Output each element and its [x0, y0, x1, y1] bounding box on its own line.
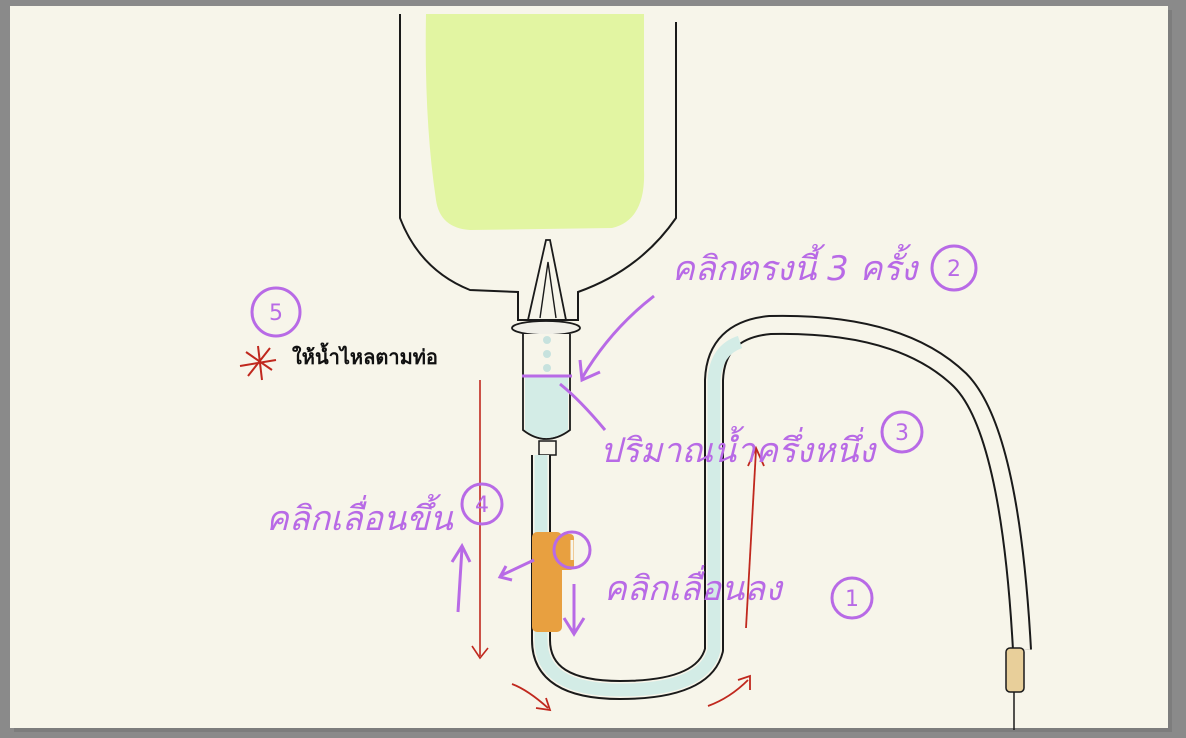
step3-number: 3 — [895, 421, 909, 446]
step2-number: 2 — [947, 257, 961, 282]
step5-number: 5 — [269, 301, 283, 326]
drip-chamber-cap — [511, 320, 581, 336]
flow-arrow-bottom-left-head — [535, 697, 552, 712]
star-icon — [239, 345, 277, 381]
flow-arrow-bottom-left — [511, 683, 549, 709]
spike-inner — [539, 261, 557, 319]
step3-circle — [880, 410, 924, 454]
drip-drop — [543, 364, 551, 372]
step2-label: คลิกตรงนี้ 3 ครั้ง — [672, 243, 920, 289]
flow-arrow-down-head — [471, 645, 489, 660]
flow-arrow-bottom-right-head — [737, 674, 751, 690]
arrow-to-clamp — [499, 558, 535, 578]
roller-wheel-circle — [552, 530, 592, 570]
iv-bag-outline — [399, 14, 677, 321]
tube-fluid — [534, 335, 743, 697]
arrow-up-head — [450, 542, 472, 563]
flow-arrow-up-head — [747, 445, 765, 467]
step5-circle — [250, 286, 302, 338]
arrow-to-level — [559, 382, 607, 431]
drip-drop — [543, 350, 551, 358]
arrow-to-chamber — [580, 294, 655, 379]
step1-circle — [830, 576, 874, 620]
flow-arrow-bottom-right — [707, 679, 749, 707]
step1-number: 1 — [845, 587, 859, 612]
step2-circle — [930, 244, 978, 292]
flow-arrow-up — [745, 449, 757, 629]
arrow-down-head — [562, 617, 586, 637]
spike — [527, 239, 567, 321]
arrow-to-clamp-head — [497, 565, 513, 582]
iv-bag-fluid — [425, 14, 645, 230]
step3-label: ปริมาณน้ำครึ่งหนึ่ง — [600, 425, 877, 471]
flow-note: ให้น้ำไหลตามท่อ — [292, 342, 438, 369]
drip-chamber-fluid — [525, 376, 568, 438]
drip-drop — [543, 336, 551, 344]
step4-number: 4 — [475, 493, 489, 518]
arrow-up — [456, 547, 464, 613]
step1-label: คลิกเลื่อนลง — [604, 565, 784, 609]
step4-circle — [460, 482, 504, 526]
step4-label: คลิกเลื่อนขึ้น — [266, 493, 454, 539]
tube-tip — [1005, 647, 1025, 693]
arrow-to-chamber-head — [578, 359, 601, 383]
chamber-connector — [538, 440, 557, 456]
